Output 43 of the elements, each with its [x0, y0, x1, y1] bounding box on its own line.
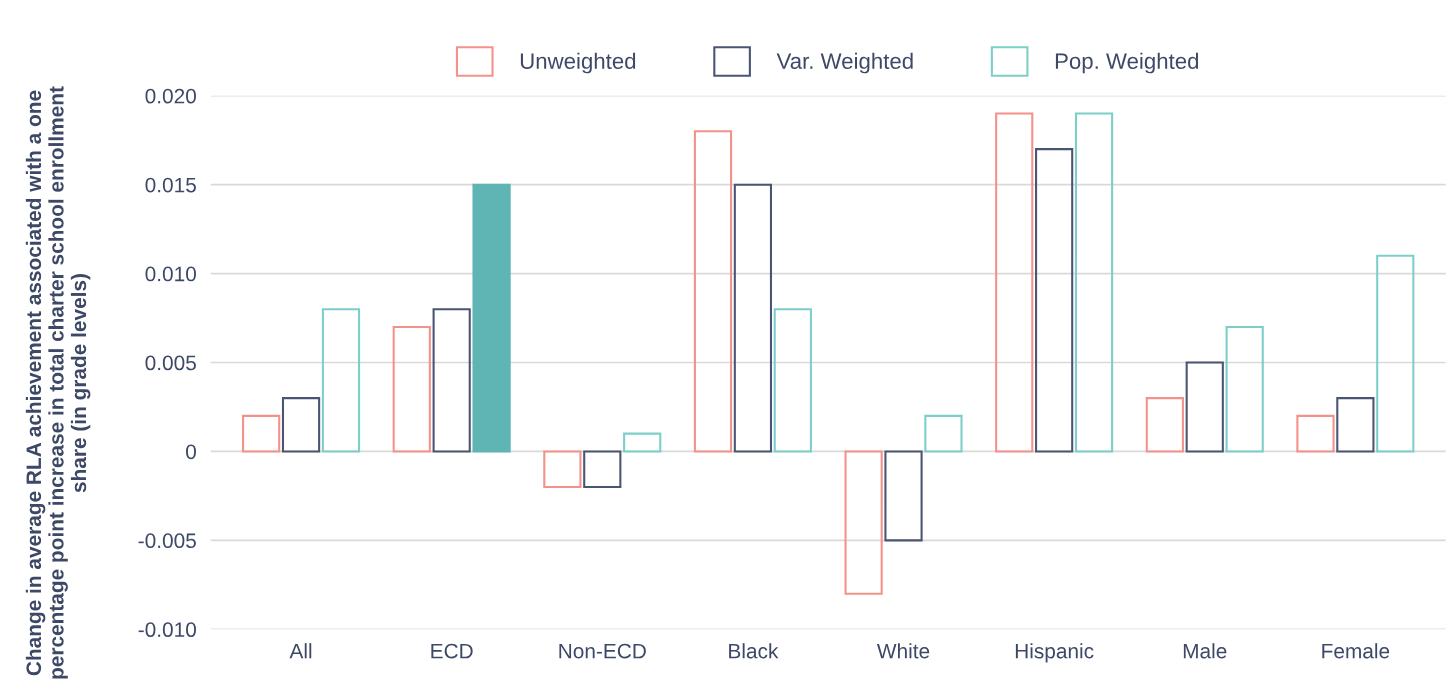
- bar: [884, 450, 923, 542]
- bar: [1074, 112, 1114, 453]
- bar: [1376, 254, 1415, 453]
- x-tick-label: Black: [729, 643, 779, 659]
- y-tick-label: 0.010: [145, 266, 196, 282]
- bar: [1185, 361, 1224, 453]
- x-tick-label: All: [289, 643, 312, 659]
- bar: [583, 450, 622, 489]
- legend-label: Pop. Weighted: [1055, 52, 1199, 74]
- y-tick-label: -0.005: [138, 533, 196, 549]
- x-tick-label: Female: [1322, 643, 1390, 659]
- legend-label: Var. Weighted: [776, 52, 913, 74]
- y-axis-title: Change in average RLA achievement associated with a one percentage point increase in total charter school enrollment share (in grade levels): [25, 86, 91, 679]
- y-tick-label: -0.010: [138, 622, 196, 638]
- bar: [543, 450, 582, 489]
- x-tick-label: Non-ECD: [559, 643, 646, 659]
- bar: [693, 130, 733, 453]
- y-tick-label: 0.015: [145, 177, 196, 193]
- bar: [321, 308, 361, 453]
- bar: [623, 432, 662, 453]
- x-tick-label: ECD: [431, 643, 473, 659]
- bar: [281, 397, 321, 453]
- bar: [392, 325, 431, 453]
- bar: [844, 450, 883, 595]
- y-tick-label: 0.005: [145, 355, 196, 371]
- y-tick-label: 0: [186, 444, 196, 460]
- bar: [472, 183, 511, 453]
- bar: [1225, 325, 1264, 453]
- bar: [242, 414, 281, 453]
- x-tick-label: Hispanic: [1015, 643, 1094, 663]
- y-tick-label: 0.020: [145, 88, 196, 104]
- legend-label: Unweighted: [520, 52, 636, 74]
- bar: [1336, 397, 1375, 453]
- bar: [1145, 397, 1184, 453]
- bar: [733, 183, 773, 453]
- bar: [432, 308, 471, 453]
- bar: [773, 308, 812, 453]
- bar: [1035, 148, 1074, 453]
- x-tick-label: White: [876, 643, 930, 659]
- x-tick-label: Male: [1183, 643, 1227, 659]
- bar: [1296, 414, 1335, 453]
- bar: [995, 112, 1034, 453]
- bar: [924, 414, 963, 453]
